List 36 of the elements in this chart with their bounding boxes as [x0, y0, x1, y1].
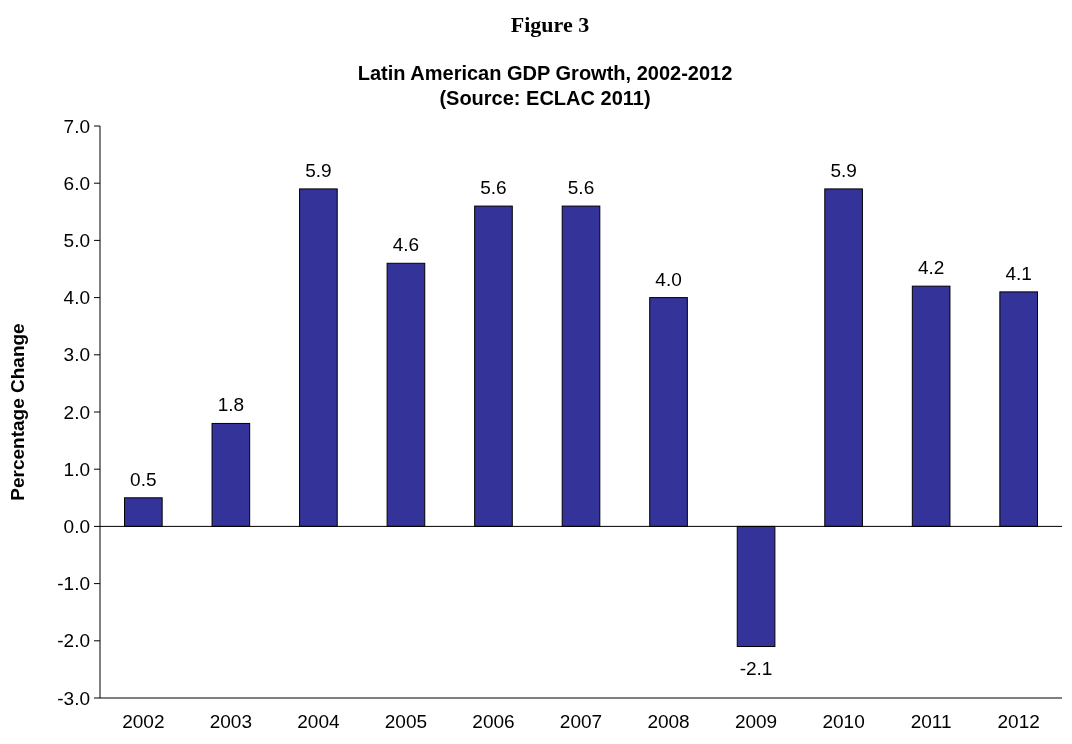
y-tick-label: 1.0: [63, 458, 90, 480]
data-label: -2.1: [739, 657, 773, 679]
data-label: 4.6: [392, 234, 420, 256]
y-tick-label: 7.0: [63, 115, 90, 137]
x-tick-label: 2012: [997, 711, 1040, 732]
data-label: 4.1: [1005, 262, 1032, 284]
y-tick-label: 0.0: [63, 516, 90, 538]
y-tick-label: 3.0: [63, 344, 90, 366]
y-tick-label: -3.0: [57, 687, 90, 709]
y-tick-label: -1.0: [57, 573, 90, 595]
x-tick-label: 2007: [559, 711, 603, 732]
chart-title: Figure 3: [510, 12, 590, 37]
data-label: 5.6: [480, 177, 507, 199]
y-tick-label: 6.0: [63, 172, 90, 194]
y-tick-label: 5.0: [63, 230, 90, 252]
x-tick-label: 2004: [297, 711, 340, 732]
y-tick-label: 4.0: [63, 287, 90, 309]
y-axis-title: Percentage Change: [7, 323, 28, 501]
data-label: 5.6: [567, 177, 595, 199]
x-tick-label: 2005: [384, 711, 428, 732]
x-tick-label: 2008: [647, 711, 690, 732]
x-tick-label: 2011: [910, 711, 952, 732]
data-label: 4.0: [655, 268, 682, 290]
y-tick-label: 2.0: [63, 401, 90, 423]
data-label: 5.9: [830, 159, 857, 181]
chart-subtitle: Latin American GDP Growth, 2002-2012 (Source: ECLAC 2011): [357, 62, 733, 109]
x-tick-label: 2009: [734, 711, 778, 732]
data-label: 5.9: [305, 159, 332, 181]
x-tick-label: 2006: [472, 711, 515, 732]
x-tick-label: 2003: [209, 711, 252, 732]
data-label: 1.8: [217, 394, 245, 416]
data-label: 4.2: [917, 257, 945, 279]
x-tick-label: 2002: [122, 711, 165, 732]
x-tick-label: 2010: [822, 711, 865, 732]
data-label: 0.5: [130, 468, 157, 490]
y-tick-label: -2.0: [57, 630, 90, 652]
